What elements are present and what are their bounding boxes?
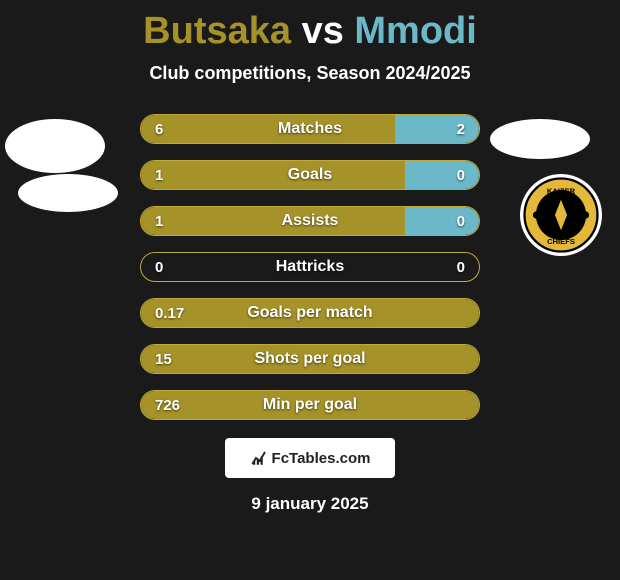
- vs-text: vs: [302, 10, 344, 52]
- stat-label: Goals: [141, 161, 479, 189]
- stat-row: 10Assists: [140, 206, 480, 236]
- page-title: Butsaka vs Mmodi: [0, 0, 620, 53]
- brand-logo: FcTables.com: [225, 438, 395, 478]
- stat-label: Shots per goal: [141, 345, 479, 373]
- brand-text: FcTables.com: [272, 450, 371, 467]
- stat-bars: 62Matches 10Goals 10Assists 00Hattricks 0.17…: [140, 114, 480, 420]
- stat-row: 15Shots per goal: [140, 344, 480, 374]
- chart-icon: [250, 449, 268, 467]
- player-left-name: Butsaka: [143, 10, 291, 52]
- club-badge-right-1: [490, 119, 590, 159]
- club-badge-left-2: [18, 174, 118, 212]
- stat-label: Min per goal: [141, 391, 479, 419]
- stat-label: Assists: [141, 207, 479, 235]
- stat-label: Hattricks: [141, 253, 479, 281]
- player-right-name: Mmodi: [354, 10, 476, 52]
- kaizer-chiefs-crest-icon: KAIZER CHIEFS: [523, 177, 599, 253]
- stat-row: 0.17Goals per match: [140, 298, 480, 328]
- stat-row: 726Min per goal: [140, 390, 480, 420]
- stat-row: 10Goals: [140, 160, 480, 190]
- club-badge-left-1: [5, 119, 105, 173]
- footer-date: 9 january 2025: [10, 494, 610, 514]
- comparison-content: KAIZER CHIEFS 62Matches 10Goals 10Assists 0…: [0, 114, 620, 514]
- subtitle: Club competitions, Season 2024/2025: [0, 63, 620, 84]
- stat-label: Matches: [141, 115, 479, 143]
- stat-label: Goals per match: [141, 299, 479, 327]
- svg-text:KAIZER: KAIZER: [547, 187, 576, 196]
- stat-row: 00Hattricks: [140, 252, 480, 282]
- svg-text:CHIEFS: CHIEFS: [547, 237, 575, 246]
- club-badge-right-2: KAIZER CHIEFS: [520, 174, 602, 256]
- stat-row: 62Matches: [140, 114, 480, 144]
